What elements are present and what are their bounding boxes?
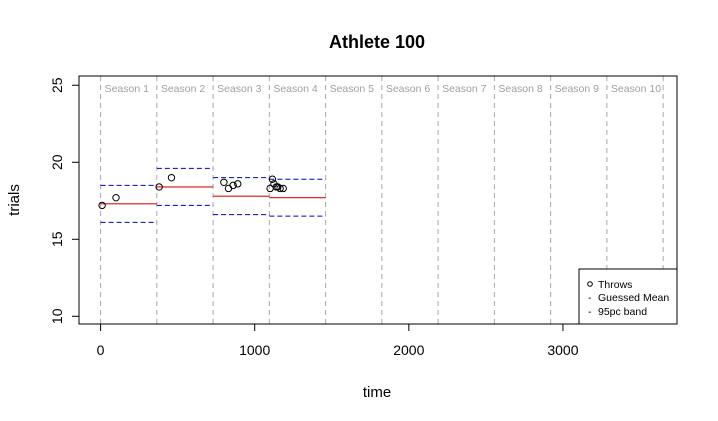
mean-lines bbox=[100, 186, 326, 205]
throw-point-13 bbox=[276, 184, 284, 193]
throw-point-6 bbox=[229, 181, 237, 190]
x-axis-label: time bbox=[363, 384, 391, 401]
season-label-8: Season 8 bbox=[498, 83, 543, 95]
legend: Throws - Guessed Mean - 95pc band bbox=[578, 268, 678, 325]
legend-mean-label: Guessed Mean bbox=[598, 292, 669, 304]
x-axis: 0 1000 2000 3000 bbox=[97, 323, 579, 358]
throw-point-2 bbox=[155, 183, 163, 191]
throw-point-7 bbox=[234, 180, 242, 188]
throw-point-14 bbox=[279, 184, 287, 193]
y-axis: 10 15 20 25 bbox=[49, 77, 80, 324]
season-label-7: Season 7 bbox=[442, 83, 487, 95]
y-axis-label: trials bbox=[6, 184, 23, 216]
season-label-2: Season 2 bbox=[161, 83, 206, 95]
season-label-4: Season 4 bbox=[273, 83, 318, 95]
legend-band-label: 95pc band bbox=[598, 306, 647, 318]
season-label-9: Season 9 bbox=[555, 83, 600, 95]
season-label-6: Season 6 bbox=[386, 83, 431, 95]
throw-points bbox=[98, 173, 287, 210]
y-tick-label-3: 25 bbox=[49, 77, 65, 93]
band-lines bbox=[100, 167, 326, 223]
y-tick-label-1: 15 bbox=[49, 231, 65, 247]
x-tick-label-3: 3000 bbox=[547, 342, 578, 358]
legend-mean-symbol: - bbox=[588, 292, 592, 304]
throw-point-0 bbox=[98, 201, 106, 210]
season-label-10: Season 10 bbox=[611, 83, 661, 95]
x-tick-label-1: 1000 bbox=[239, 342, 270, 358]
x-tick-label-2: 2000 bbox=[393, 342, 424, 358]
chart-title: Athlete 100 bbox=[329, 32, 425, 52]
throw-point-4 bbox=[220, 178, 228, 186]
throw-point-3 bbox=[167, 173, 176, 182]
season-label-3: Season 3 bbox=[217, 83, 262, 95]
season-label-5: Season 5 bbox=[330, 83, 375, 95]
season-labels: Season 1 Season 2 Season 3 Season 4 Season 5… bbox=[105, 83, 662, 95]
legend-band-symbol: - bbox=[588, 306, 592, 318]
x-tick-label-0: 0 bbox=[97, 342, 105, 358]
season-label-1: Season 1 bbox=[105, 83, 150, 95]
legend-throws-label: Throws bbox=[598, 279, 632, 291]
y-tick-label-2: 20 bbox=[49, 154, 65, 170]
legend-throws-symbol bbox=[587, 281, 593, 287]
legend-box bbox=[578, 268, 678, 325]
throw-point-1 bbox=[112, 193, 120, 202]
throw-point-5 bbox=[224, 184, 233, 193]
throw-point-9 bbox=[268, 175, 277, 183]
y-tick-label-0: 10 bbox=[49, 308, 65, 324]
